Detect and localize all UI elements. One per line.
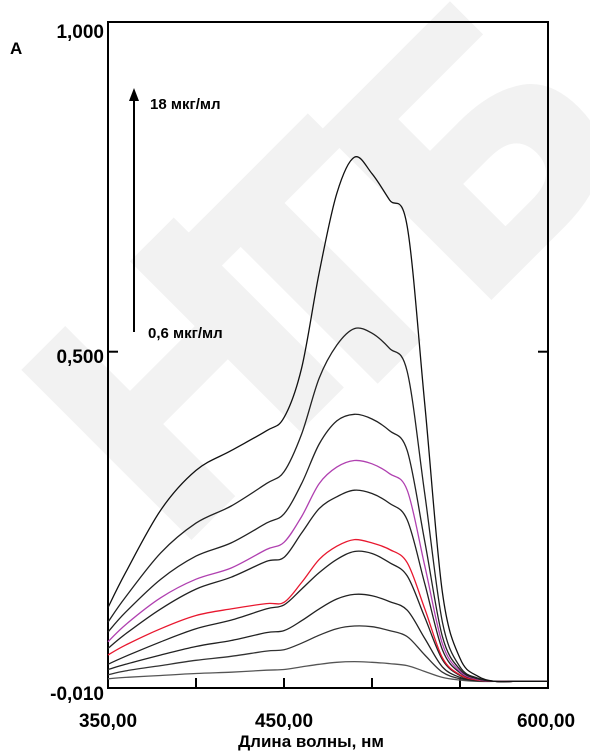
x-tick-label-right: 600,00	[517, 711, 575, 732]
y-tick-label-mid: 0,500	[56, 347, 104, 368]
x-tick-label-mid: 450,00	[255, 711, 313, 732]
series-line-9	[107, 327, 548, 683]
arrow-head-icon	[129, 88, 139, 101]
x-tick-label-left: 350,00	[79, 711, 137, 732]
watermark: Н Т Б	[0, 0, 590, 617]
series-line-2	[107, 625, 548, 683]
series-line-4	[107, 550, 548, 683]
series-line-10	[107, 156, 548, 683]
plot-frame	[107, 21, 549, 689]
series-line-3	[107, 593, 548, 683]
annotation-low-concentration: 0,6 мкг/мл	[148, 325, 223, 342]
x-axis-title: Длина волны, нм	[238, 732, 384, 751]
y-tick-label-bottom: -0,010	[50, 684, 104, 705]
axis-ticks	[107, 21, 549, 689]
concentration-arrow	[129, 88, 139, 332]
annotation-high-concentration: 18 мкг/мл	[150, 96, 221, 113]
series-lines	[107, 156, 548, 683]
y-axis-title: A	[10, 39, 22, 58]
y-tick-label-top: 1,000	[56, 22, 104, 43]
